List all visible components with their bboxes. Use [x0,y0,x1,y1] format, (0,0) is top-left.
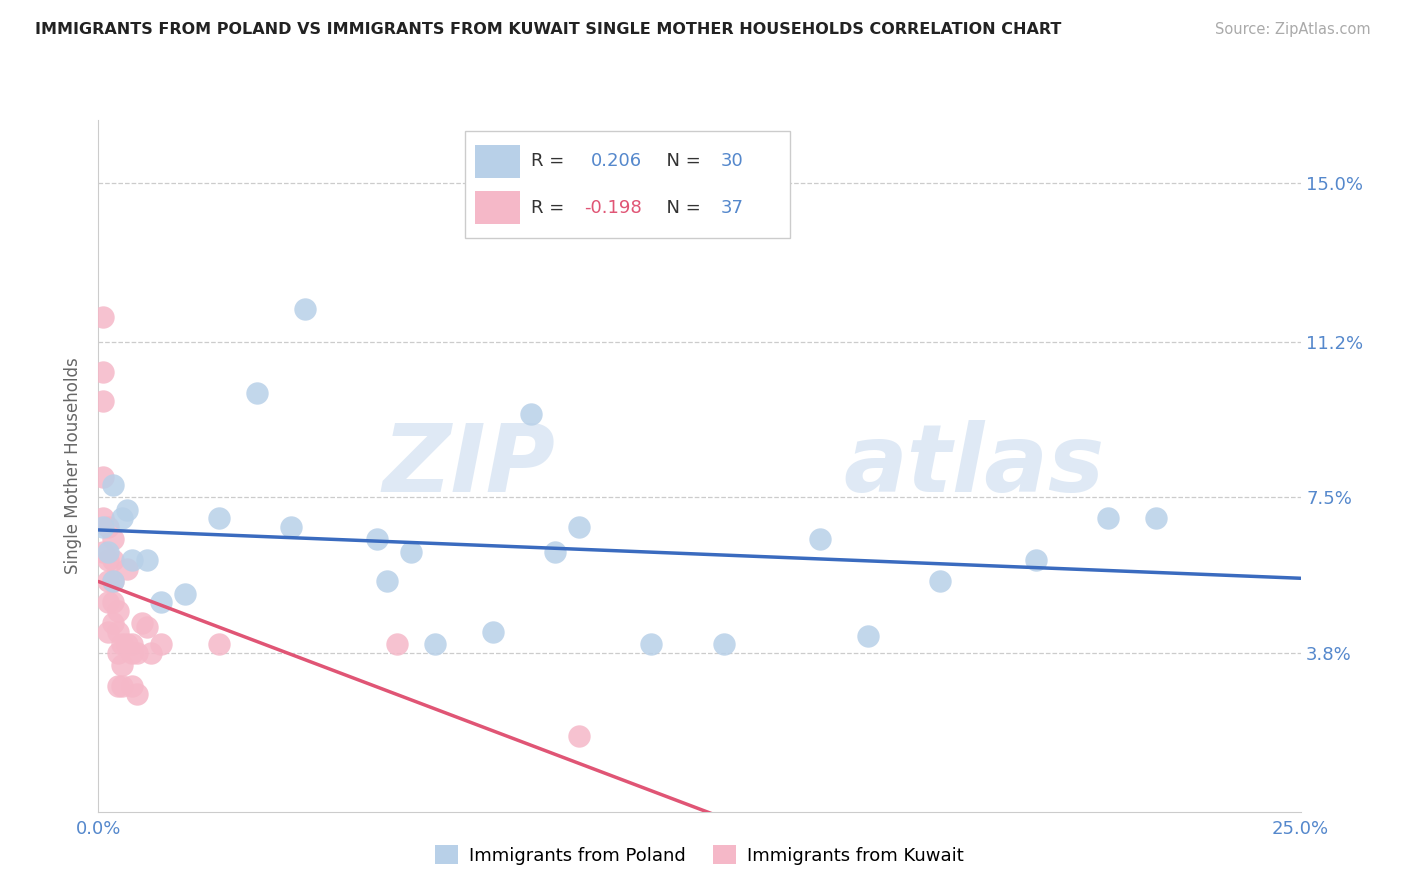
Point [149,595,172,609]
Point [125,646,148,660]
Text: -0.198: -0.198 [583,199,641,217]
Point [111,637,134,651]
Point [399,545,422,559]
Point [568,729,591,743]
Point [107,624,129,639]
Point [131,616,153,631]
Point [97,520,120,534]
Point [107,646,129,660]
Text: 0.206: 0.206 [592,153,643,170]
Text: 30: 30 [721,153,744,170]
Text: Source: ZipAtlas.com: Source: ZipAtlas.com [1215,22,1371,37]
Point [856,629,879,643]
Text: N =: N = [655,199,706,217]
FancyBboxPatch shape [465,131,790,238]
Point [91,545,114,559]
Point [423,637,446,651]
Point [568,520,591,534]
Text: 37: 37 [721,199,744,217]
Point [121,553,143,567]
Bar [475,191,520,224]
Point [294,301,316,316]
Point [375,574,398,589]
Point [97,545,120,559]
Point [107,679,129,693]
Point [481,624,503,639]
Point [125,687,148,701]
Point [544,545,567,559]
Point [97,553,120,567]
Point [1025,553,1047,567]
Point [101,616,124,631]
Point [101,533,124,547]
Point [111,679,134,693]
Legend: Immigrants from Poland, Immigrants from Kuwait: Immigrants from Poland, Immigrants from … [427,838,972,871]
Point [101,553,124,567]
Point [208,637,231,651]
Point [97,574,120,589]
Point [97,624,120,639]
Point [111,658,134,673]
Text: R =: R = [531,153,571,170]
Point [91,310,114,325]
Point [91,511,114,525]
Point [520,407,543,421]
Point [246,385,269,400]
Y-axis label: Single Mother Households: Single Mother Households [65,358,83,574]
Point [121,646,143,660]
Text: R =: R = [531,199,571,217]
Point [91,394,114,409]
Text: atlas: atlas [844,420,1105,512]
Bar [475,145,520,178]
Point [928,574,950,589]
Point [117,503,139,517]
Point [385,637,408,651]
Point [149,637,172,651]
Point [141,646,163,660]
Point [121,637,143,651]
Point [97,595,120,609]
Point [117,637,139,651]
Point [1144,511,1167,525]
Point [1097,511,1119,525]
Point [366,533,388,547]
Point [640,637,662,651]
Point [135,620,157,634]
Point [117,562,139,576]
Text: ZIP: ZIP [382,420,555,512]
Point [808,533,831,547]
Point [135,553,157,567]
Point [174,587,197,601]
Text: N =: N = [655,153,706,170]
Point [91,520,114,534]
Point [121,679,143,693]
Point [101,574,124,589]
Point [111,511,134,525]
Point [91,469,114,483]
Text: IMMIGRANTS FROM POLAND VS IMMIGRANTS FROM KUWAIT SINGLE MOTHER HOUSEHOLDS CORREL: IMMIGRANTS FROM POLAND VS IMMIGRANTS FRO… [35,22,1062,37]
Point [101,595,124,609]
Point [713,637,735,651]
Point [208,511,231,525]
Point [101,574,124,589]
Point [91,365,114,379]
Point [280,520,302,534]
Point [101,478,124,492]
Point [107,604,129,618]
